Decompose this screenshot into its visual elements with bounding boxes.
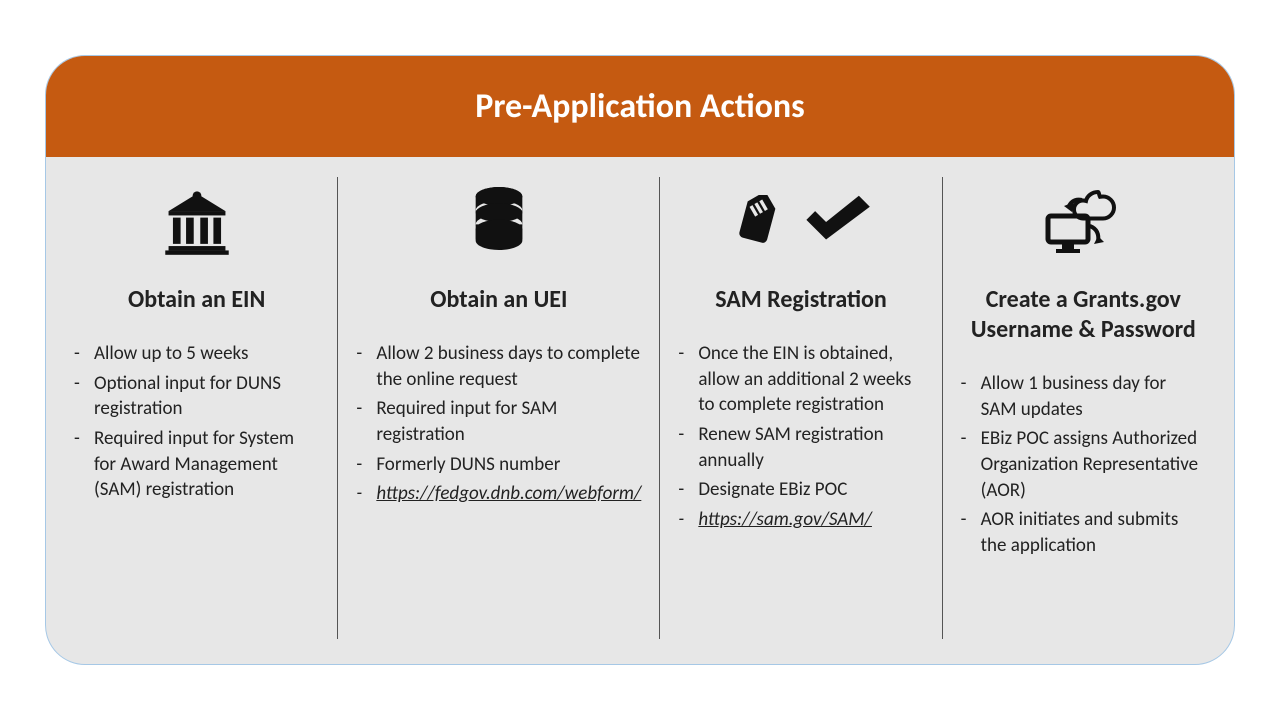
bullet-list: Allow 2 business days to complete the on… (356, 341, 641, 511)
bullet-list: Once the EIN is obtained, allow an addit… (678, 341, 923, 536)
list-item: Formerly DUNS number (356, 452, 641, 478)
list-item: Allow 2 business days to complete the on… (356, 341, 641, 392)
institution-icon (74, 177, 319, 267)
column-title: Create a Grants.gov Username & Password (961, 285, 1206, 345)
cloud-sync-icon (961, 177, 1206, 267)
bullet-list: Allow 1 business day for SAM updates EBi… (961, 371, 1206, 562)
list-item: Once the EIN is obtained, allow an addit… (678, 341, 923, 418)
header-title: Pre-Application Actions (475, 86, 804, 127)
column-ein: Obtain an EIN Allow up to 5 weeks Option… (56, 177, 337, 639)
list-item: EBiz POC assigns Authorized Organization… (961, 426, 1206, 503)
column-grants: Create a Grants.gov Username & Password … (942, 177, 1224, 639)
list-item: Required input for System for Award Mana… (74, 426, 319, 503)
list-link[interactable]: https://sam.gov/SAM/ (678, 507, 923, 533)
bullet-list: Allow up to 5 weeks Optional input for D… (74, 341, 319, 507)
list-item: Required input for SAM registration (356, 396, 641, 447)
column-title: Obtain an UEI (356, 285, 641, 315)
column-sam: SAM Registration Once the EIN is obtaine… (659, 177, 941, 639)
list-item: Allow up to 5 weeks (74, 341, 319, 367)
list-item: Allow 1 business day for SAM updates (961, 371, 1206, 422)
column-uei: Obtain an UEI Allow 2 business days to c… (337, 177, 659, 639)
list-item: Renew SAM registration annually (678, 422, 923, 473)
header-bar: Pre-Application Actions (46, 56, 1234, 157)
list-item: Designate EBiz POC (678, 477, 923, 503)
column-title: Obtain an EIN (74, 285, 319, 315)
infographic-card: Pre-Application Actions Obtain an EIN (45, 55, 1235, 665)
list-link[interactable]: https://fedgov.dnb.com/webform/ (356, 481, 641, 507)
column-title: SAM Registration (678, 285, 923, 315)
tag-check-icon (678, 177, 923, 267)
list-item: AOR initiates and submits the applicatio… (961, 507, 1206, 558)
columns-container: Obtain an EIN Allow up to 5 weeks Option… (46, 157, 1234, 664)
database-icon (356, 177, 641, 267)
list-item: Optional input for DUNS registration (74, 371, 319, 422)
